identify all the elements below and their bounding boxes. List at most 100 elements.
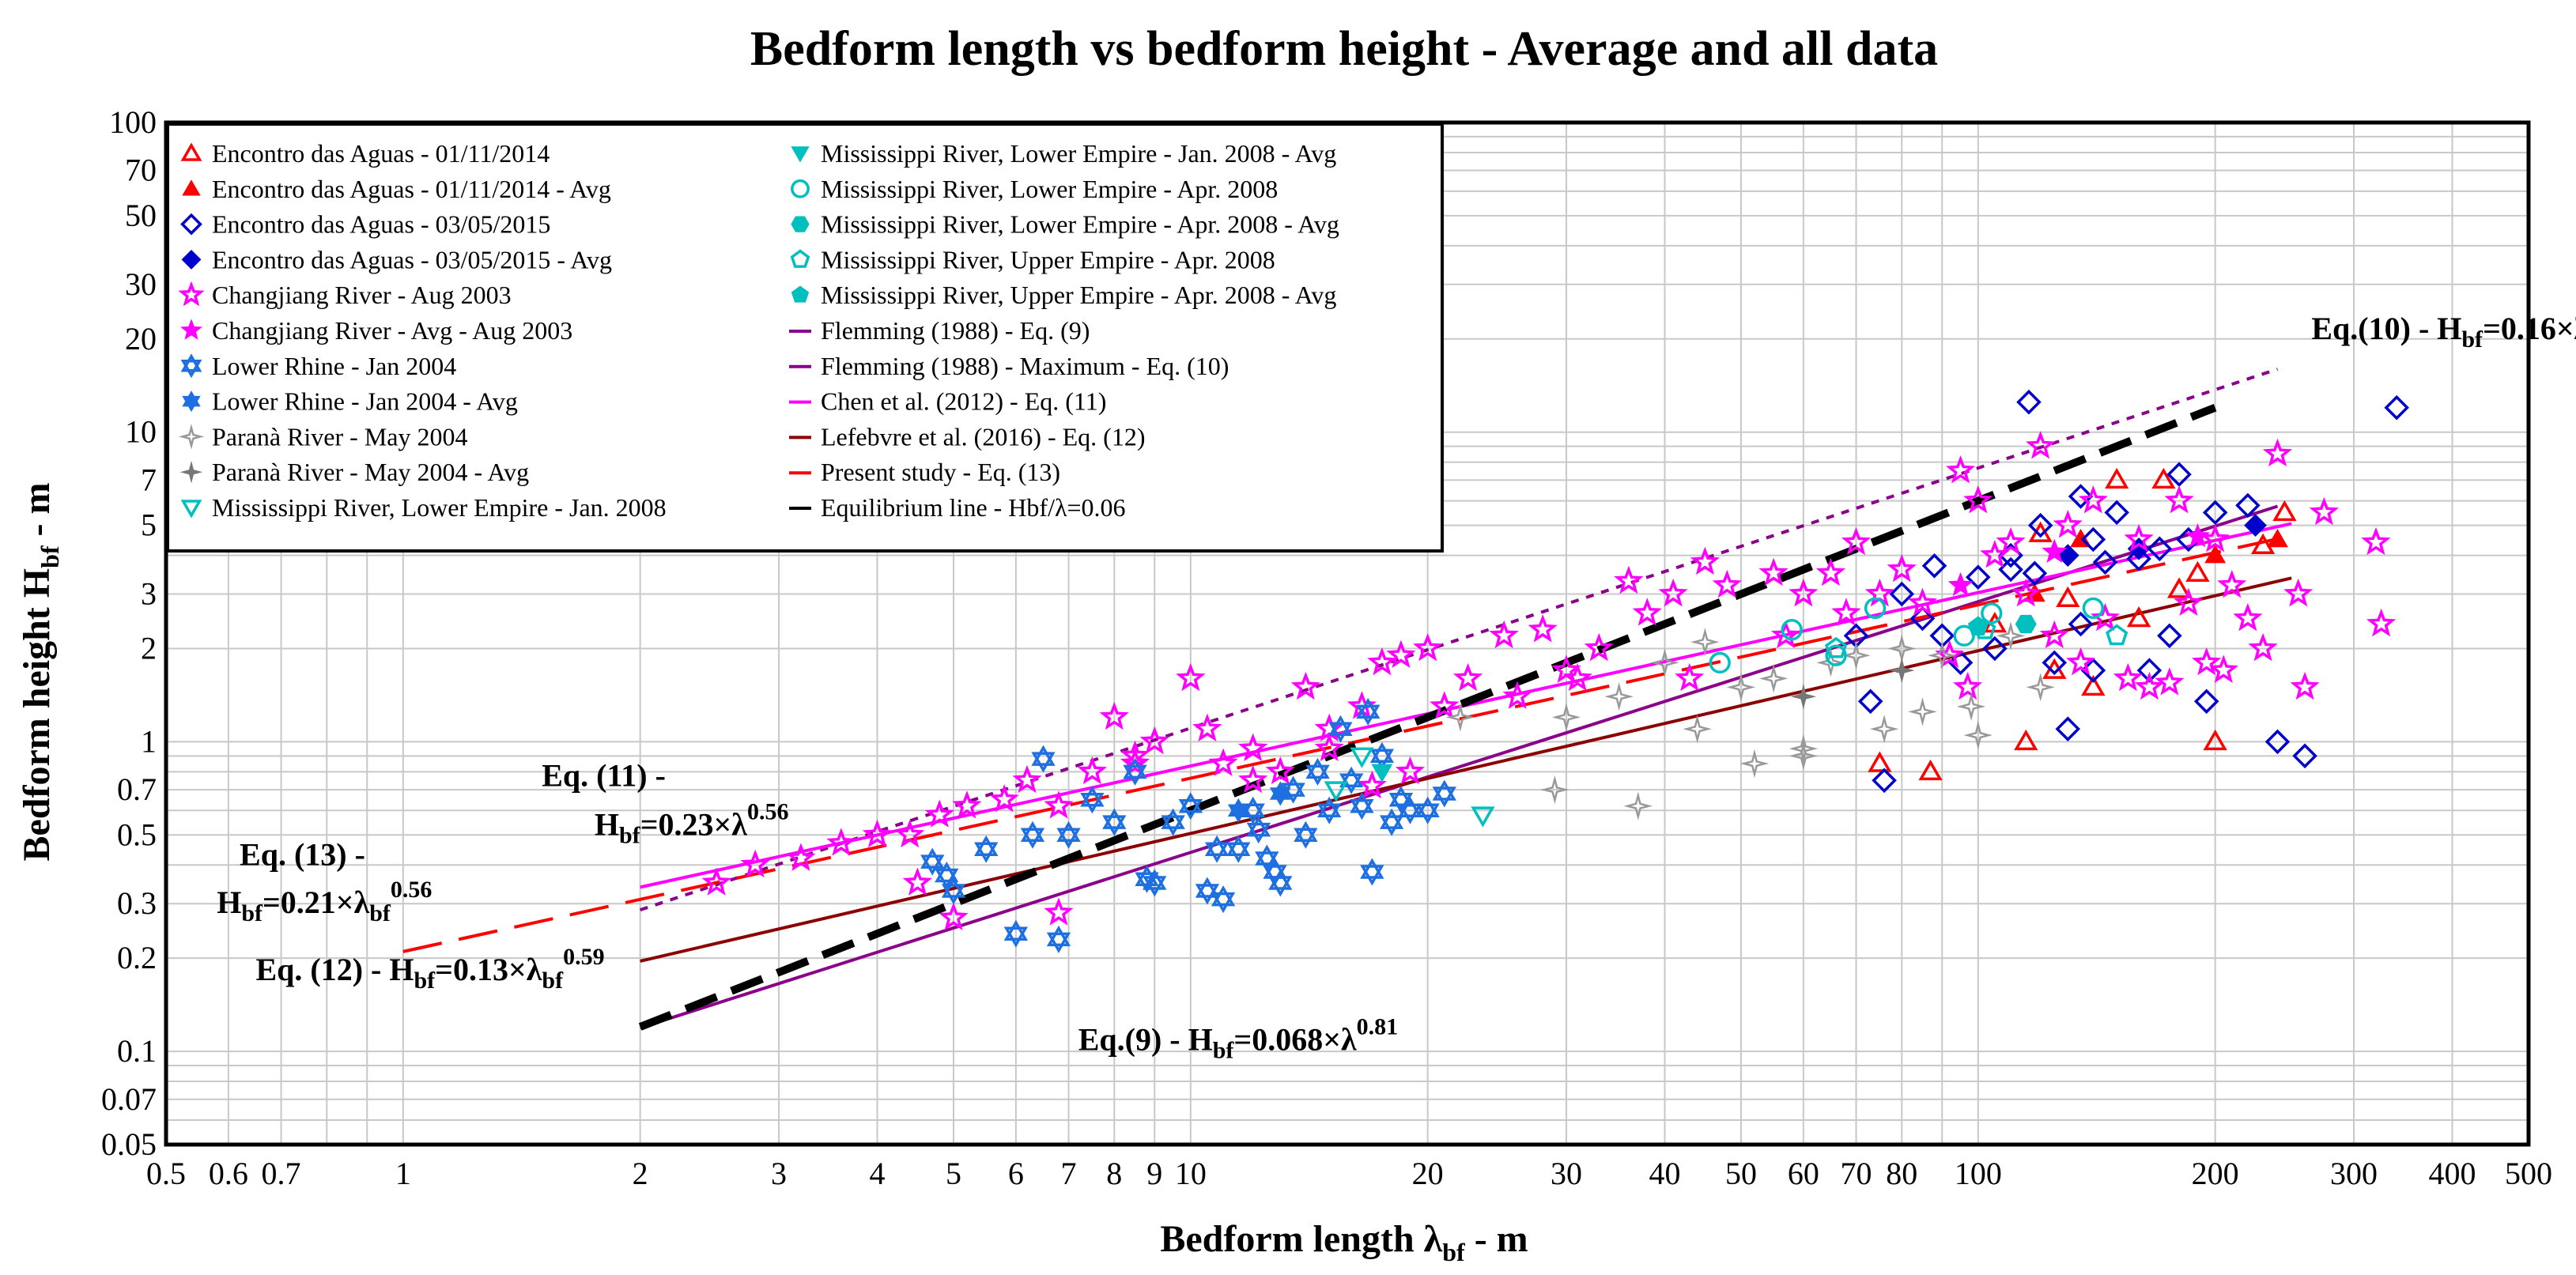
point-changjiang-river-aug-2003 [1841, 526, 1872, 556]
point-encontro-das-aguas-03-05-2015 [2022, 560, 2048, 587]
legend-label: Mississippi River, Lower Empire - Apr. 2… [821, 175, 1278, 203]
point-changjiang-river-aug-2003 [2113, 662, 2144, 692]
x-tick-label: 100 [1955, 1156, 2002, 1191]
y-tick-label: 0.5 [117, 817, 157, 852]
x-tick-label: 50 [1725, 1156, 1757, 1191]
point-paran-river-may-2004 [1996, 621, 2026, 651]
point-lower-rhine-jan-2004 [1379, 808, 1404, 836]
point-encontro-das-aguas-03-05-2015 [2068, 484, 2094, 509]
x-tick-label: 80 [1886, 1156, 1917, 1191]
point-changjiang-river-aug-2003 [1562, 662, 1592, 692]
point-mississippi-river-lower-empire-apr-2008 [1953, 624, 1975, 647]
point-changjiang-river-aug-2003 [989, 784, 1019, 813]
point-lower-rhine-jan-2004 [935, 862, 959, 889]
legend-label: Flemming (1988) - Eq. (9) [821, 316, 1090, 345]
y-tick-label: 2 [141, 630, 157, 666]
point-changjiang-river-aug-2003 [1395, 756, 1426, 785]
legend-marker-mississippi-river-upper-empire-apr-2008 [790, 249, 810, 268]
point-changjiang-river-aug-2003 [2200, 523, 2230, 553]
point-mississippi-river-lower-empire-apr-2008 [1825, 644, 1847, 666]
point-encontro-das-aguas-03-05-2015 [2027, 512, 2053, 538]
y-tick-label: 100 [109, 104, 157, 140]
point-changjiang-river-aug-2003 [952, 790, 982, 819]
point-lower-rhine-jan-2004 [1268, 869, 1293, 897]
point-encontro-das-aguas-03-05-2015 [2235, 492, 2261, 519]
point-encontro-das-aguas-03-05-2015 [2055, 716, 2081, 741]
legend-label: Lower Rhine - Jan 2004 [212, 352, 456, 380]
point-changjiang-river-aug-2003 [1314, 733, 1344, 761]
point-lower-rhine-jan-2004-avg [1269, 781, 1291, 806]
equation-annotation: Eq. (12) - Hbf=0.13×λbf0.59 [255, 944, 604, 994]
point-changjiang-river-aug-2003 [1502, 681, 1532, 709]
x-tick-label: 6 [1008, 1156, 1024, 1191]
x-tick-label: 0.5 [146, 1156, 186, 1191]
point-lower-rhine-jan-2004 [1204, 835, 1229, 863]
line-eq-12- [640, 576, 2292, 963]
legend-marker-mississippi-river-lower-empire-jan-2008 [180, 500, 202, 519]
point-lower-rhine-jan-2004 [1211, 885, 1236, 914]
point-paran-river-may-2004 [2026, 673, 2055, 702]
point-changjiang-river-aug-2003 [1980, 540, 2010, 568]
point-lower-rhine-jan-2004-avg [1227, 798, 1249, 823]
point-changjiang-river-aug-2003 [1413, 632, 1443, 662]
point-changjiang-river-aug-2003 [1139, 726, 1169, 755]
point-changjiang-river-aug-2003 [1771, 620, 1801, 649]
point-changjiang-river-aug-2003 [826, 828, 856, 856]
point-changjiang-river-aug-2003 [2248, 632, 2278, 662]
y-tick-labels: 0.05 0.07 0.1 0.2 0.3 0.5 0.7 1 2 3 5 7 10 20 30 50 70 10… [101, 104, 157, 1162]
point-changjiang-river-aug-2003 [1357, 770, 1387, 799]
legend-label: Encontro das Aguas - 03/05/2015 - Avg [212, 245, 612, 273]
legend-marker-encontro-das-aguas-03-05-2015 [180, 213, 202, 236]
point-encontro-das-aguas-03-05-2015-avg [2244, 514, 2267, 537]
point-changjiang-river-aug-2003 [1831, 598, 1861, 626]
point-paran-river-may-2004 [1788, 741, 1819, 771]
legend-label: Mississippi River, Upper Empire - Apr. 2… [821, 281, 1336, 309]
point-changjiang-river-aug-2003 [1192, 713, 1222, 742]
point-changjiang-river-aug-2003 [895, 819, 925, 848]
point-changjiang-river-aug-2003 [1632, 598, 1662, 626]
point-lower-rhine-jan-2004 [1195, 877, 1220, 905]
legend-label: Changjiang River - Aug 2003 [212, 281, 512, 309]
line-eq-13- [402, 534, 2292, 953]
point-encontro-das-aguas-03-05-2015 [2384, 394, 2409, 421]
point-encontro-das-aguas-03-05-2015 [2068, 611, 2094, 637]
point-mississippi-river-lower-empire-jan-2008-avg [1371, 764, 1393, 783]
point-encontro-das-aguas-03-05-2015 [1857, 688, 1883, 715]
legend-marker-changjiang-river-aug-2003 [178, 281, 205, 307]
legend-label: Encontro das Aguas - 01/11/2014 - Avg [212, 175, 611, 203]
legend-marker-encontro-das-aguas-03-05-2015-avg [181, 249, 202, 270]
point-changjiang-river-aug-2003 [2011, 578, 2041, 607]
point-encontro-das-aguas-01-11-2014 [2151, 467, 2176, 489]
point-paran-river-may-2004 [1816, 648, 1845, 677]
regression-lines [402, 368, 2292, 1031]
legend-marker-lower-rhine-jan-2004 [180, 353, 202, 379]
x-tick-label: 9 [1146, 1156, 1162, 1191]
point-changjiang-river-aug-2003 [1528, 614, 1558, 643]
point-encontro-das-aguas-01-11-2014 [2185, 560, 2210, 583]
point-lower-rhine-jan-2004 [1046, 925, 1071, 953]
x-tick-label: 70 [1841, 1156, 1872, 1191]
y-tick-label: 3 [141, 576, 157, 612]
point-changjiang-river-aug-2003 [1953, 671, 1983, 700]
point-encontro-das-aguas-03-05-2015 [2193, 688, 2219, 715]
point-encontro-das-aguas-03-05-2015 [2157, 623, 2182, 649]
point-mississippi-river-upper-empire-apr-2008-avg [1967, 616, 1989, 636]
legend-marker-mississippi-river-lower-empire-jan-2008-avg [791, 146, 810, 163]
x-tick-label: 1 [395, 1156, 411, 1191]
x-tick-label: 4 [869, 1156, 885, 1191]
point-encontro-das-aguas-03-05-2015 [2136, 658, 2162, 683]
x-tick-label: 2 [633, 1156, 648, 1191]
point-changjiang-river-aug-2003 [1265, 756, 1295, 785]
point-encontro-das-aguas-01-11-2014 [2203, 729, 2227, 751]
point-paran-river-may-2004 [1683, 715, 1712, 744]
y-tick-label: 0.07 [101, 1081, 157, 1117]
point-changjiang-river-aug-2003 [1099, 701, 1129, 730]
point-encontro-das-aguas-03-05-2015 [1843, 623, 1869, 649]
point-changjiang-river-aug-2003 [902, 867, 933, 896]
point-changjiang-river-aug-2003 [1996, 526, 2026, 556]
legend-marker-mississippi-river-lower-empire-apr-2008-avg [791, 216, 810, 232]
point-changjiang-river-aug-2003 [924, 799, 954, 828]
point-paran-river-may-2004-avg [1889, 657, 1915, 684]
point-encontro-das-aguas-03-05-2015 [1966, 564, 1991, 590]
